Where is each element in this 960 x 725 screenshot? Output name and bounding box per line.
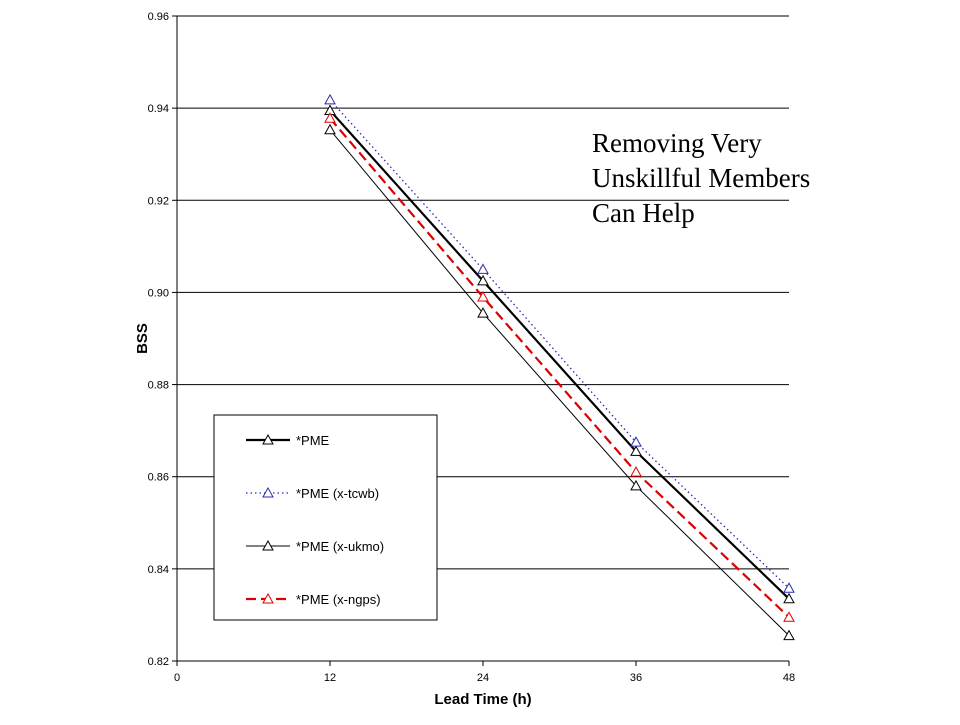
legend-label-2: *PME (x-tcwb) <box>296 486 379 501</box>
y-tick-label-2: 0.86 <box>148 472 169 484</box>
series-2 <box>324 93 795 593</box>
series-4-line <box>329 117 790 619</box>
series-2-point-1 <box>324 93 336 105</box>
y-tick-label-1: 0.84 <box>148 564 169 576</box>
series-2-point-3 <box>630 436 642 447</box>
y-tick-label-6: 0.94 <box>148 103 169 115</box>
y-tick-label-3: 0.88 <box>148 380 169 392</box>
series-2-point-2 <box>477 263 489 274</box>
series-1-point-4 <box>783 592 795 604</box>
series-3-point-4 <box>783 629 795 641</box>
y-tick-label-7: 0.96 <box>148 11 169 23</box>
series-3 <box>324 123 795 641</box>
x-tick-label-2: 24 <box>477 672 489 684</box>
legend-marker-4 <box>262 592 274 604</box>
y-tick-label-5: 0.92 <box>148 195 169 207</box>
annotation-line-2: Unskillful Members <box>592 163 811 193</box>
series-1-line <box>329 109 790 600</box>
series-3-line <box>329 129 790 637</box>
y-tick-label-0: 0.82 <box>148 656 169 668</box>
legend: *PME *PME (x-tcwb) *PME (x-ukmo) *PME (x-ng… <box>213 414 438 621</box>
x-tick-label-4: 48 <box>783 672 795 684</box>
series-4-point-1 <box>324 112 336 123</box>
series-4 <box>324 112 795 622</box>
x-tick-label-0: 0 <box>174 672 180 684</box>
legend-label-3: *PME (x-ukmo) <box>296 539 384 554</box>
legend-box <box>213 414 438 621</box>
legend-label-4: *PME (x-ngps) <box>296 592 381 607</box>
series-4-point-2 <box>477 291 489 302</box>
annotation-line-1: Removing Very <box>592 128 762 158</box>
series-4-point-4 <box>783 611 795 622</box>
x-tick-label-3: 36 <box>630 672 642 684</box>
x-axis-title: Lead Time (h) <box>434 691 531 708</box>
x-tick-label-1: 12 <box>324 672 336 684</box>
y-axis-title: BSS <box>134 323 151 354</box>
series-1-point-2 <box>477 274 489 286</box>
annotation-line-3: Can Help <box>592 198 695 228</box>
series-3-point-1 <box>324 123 336 135</box>
annotation: Removing Very Unskillful Members Can Hel… <box>592 126 892 231</box>
series-2-point-4 <box>783 582 795 593</box>
series-1-point-3 <box>630 445 642 456</box>
y-tick-label-4: 0.90 <box>148 287 169 299</box>
series-3-point-3 <box>630 479 642 491</box>
legend-marker-2 <box>262 486 274 498</box>
legend-marker-1 <box>262 433 274 445</box>
legend-marker-3 <box>262 539 274 551</box>
series-4-point-3 <box>630 466 642 477</box>
legend-label-1: *PME <box>296 433 330 448</box>
series-3-point-2 <box>477 307 489 318</box>
